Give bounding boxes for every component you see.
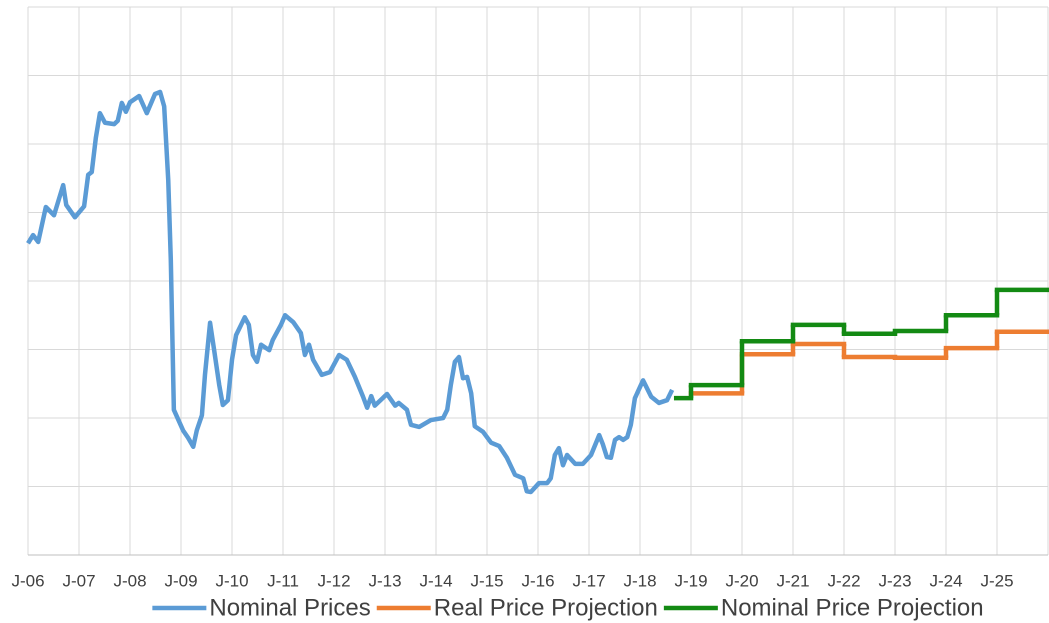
legend-label: Real Price Projection: [434, 594, 658, 621]
x-tick-label: J-13: [368, 571, 401, 590]
x-tick-label: J-23: [878, 571, 911, 590]
series-line: [26, 89, 675, 495]
x-tick-label: J-06: [11, 571, 44, 590]
legend-label: Nominal Price Projection: [721, 594, 984, 621]
x-tick-label: J-15: [470, 571, 503, 590]
x-tick-label: J-16: [521, 571, 554, 590]
x-tick-label: J-07: [62, 571, 95, 590]
x-tick-label: J-19: [674, 571, 707, 590]
x-tick-label: J-09: [164, 571, 197, 590]
x-tick-label: J-12: [317, 571, 350, 590]
x-tick-label: J-25: [980, 571, 1013, 590]
x-tick-label: J-20: [725, 571, 758, 590]
x-tick-label: J-11: [267, 571, 299, 590]
x-tick-label: J-08: [113, 571, 146, 590]
x-tick-label: J-10: [215, 571, 248, 590]
x-tick-label: J-21: [776, 571, 809, 590]
x-tick-label: J-22: [827, 571, 860, 590]
x-tick-label: J-18: [623, 571, 656, 590]
x-tick-label: J-14: [419, 571, 452, 590]
x-tick-label: J-17: [572, 571, 605, 590]
legend: Nominal Prices Real Price Projection Nomin…: [152, 594, 984, 621]
legend-label: Nominal Prices: [209, 594, 370, 621]
x-tick-label: J-24: [929, 571, 962, 590]
